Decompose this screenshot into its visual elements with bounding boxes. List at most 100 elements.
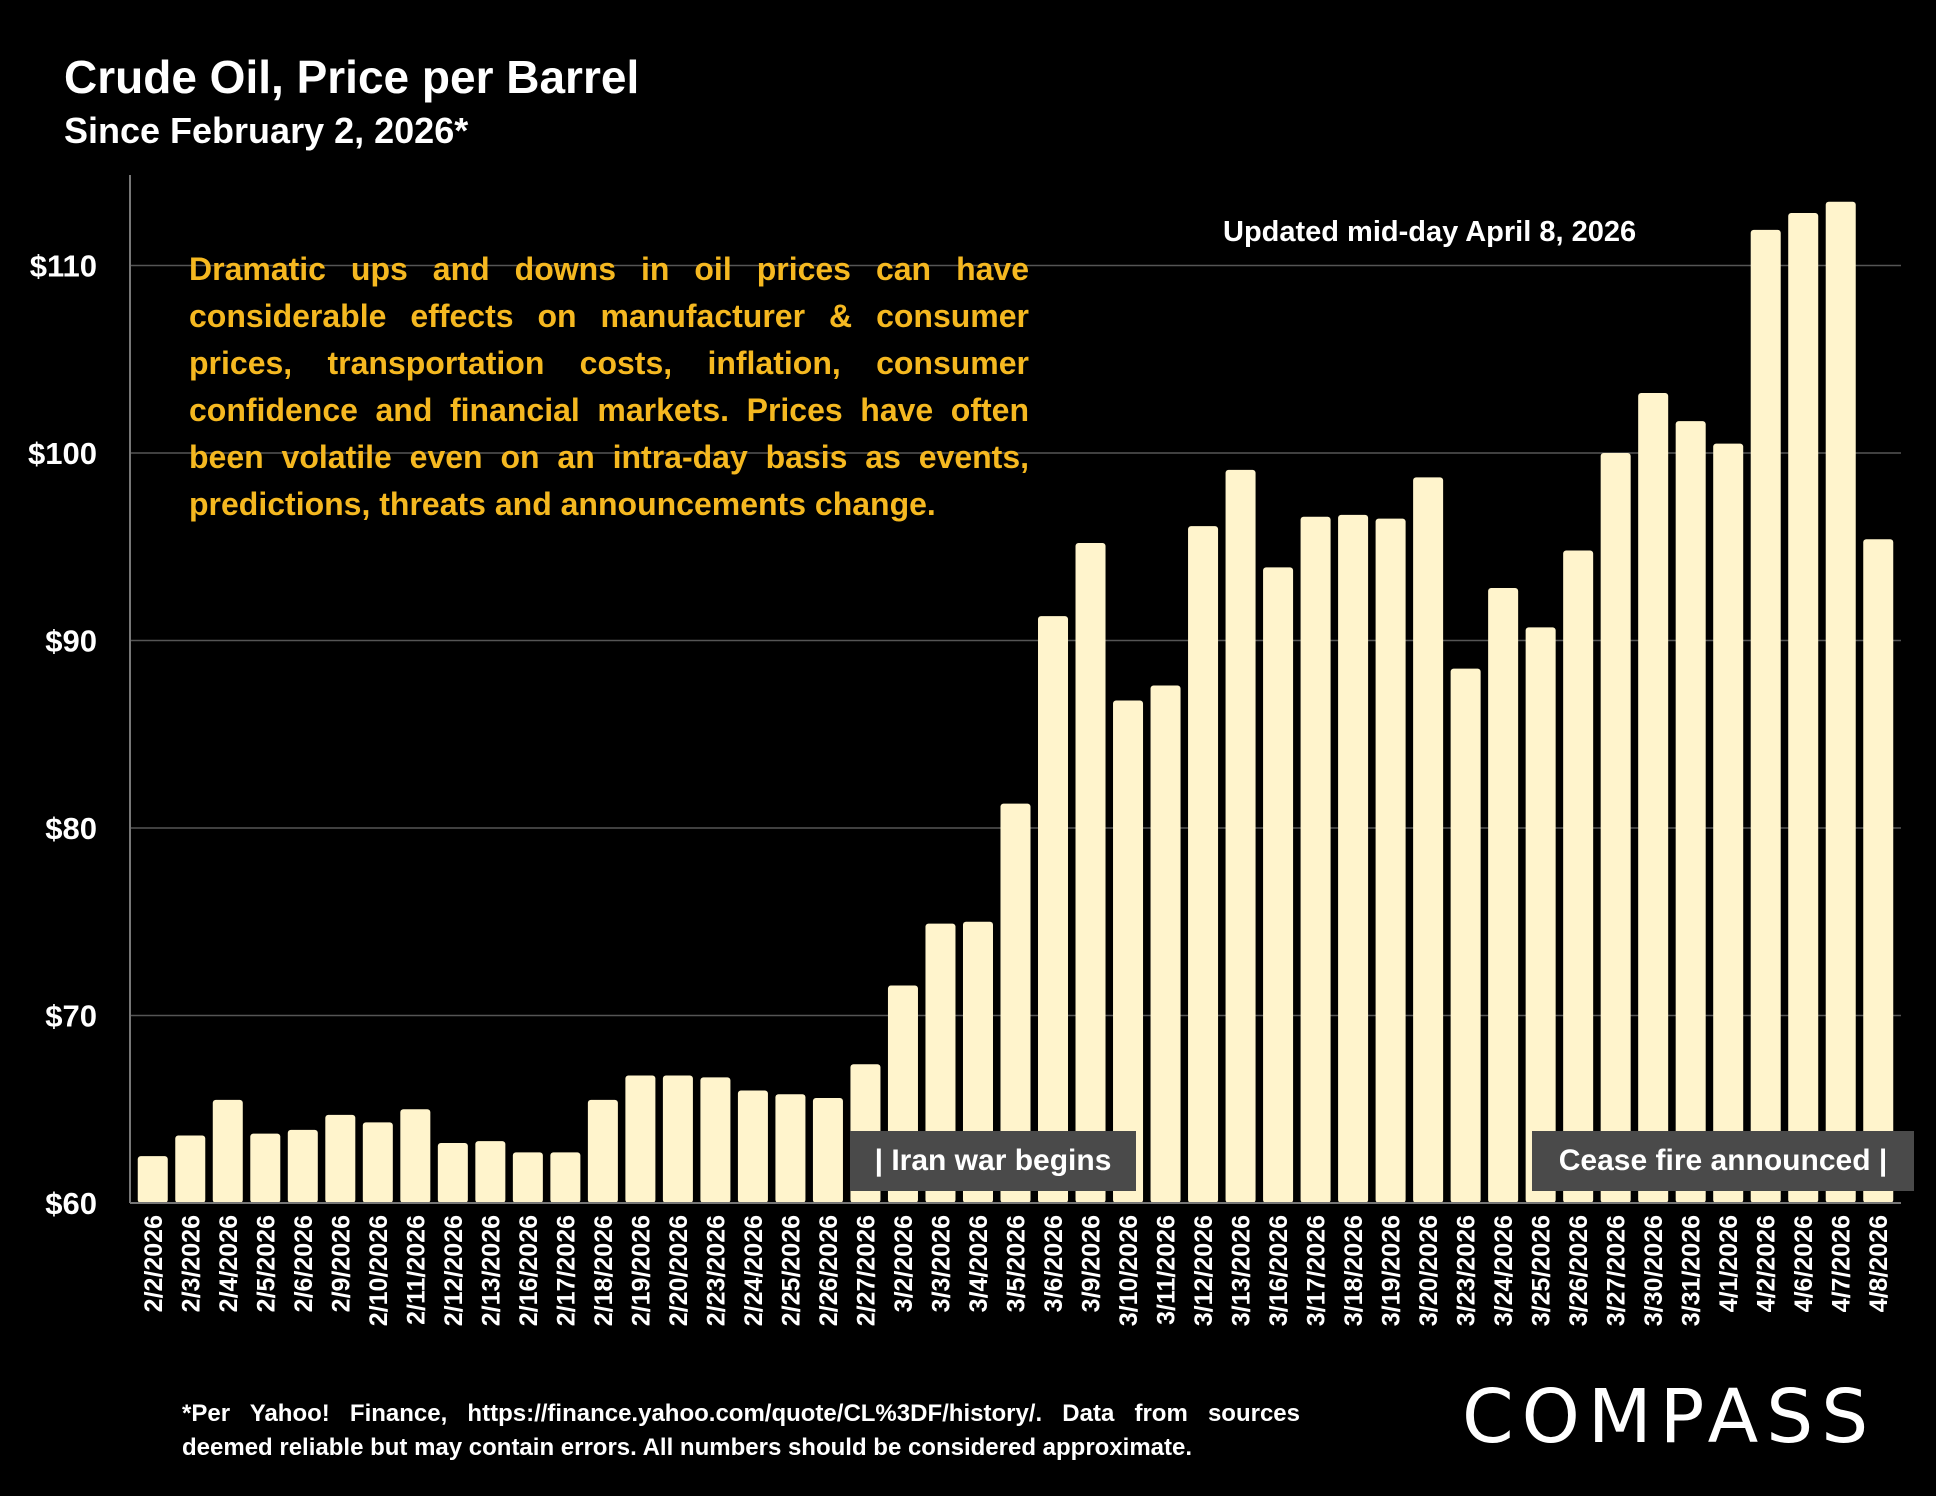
y-tick-label: $100 xyxy=(28,436,97,471)
bar-2-20-2026 xyxy=(662,1075,693,1203)
x-tick-label: 3/6/2026 xyxy=(1040,1215,1068,1312)
x-tick-label: 3/16/2026 xyxy=(1265,1215,1293,1326)
bar-3-23-2026 xyxy=(1450,668,1481,1203)
updated-note: Updated mid-day April 8, 2026 xyxy=(1223,216,1637,248)
x-tick-label: 2/13/2026 xyxy=(477,1215,505,1326)
bar-2-12-2026 xyxy=(437,1143,468,1203)
bar-2-11-2026 xyxy=(400,1109,431,1203)
bar-3-24-2026 xyxy=(1488,588,1519,1203)
chart-subtitle: Since February 2, 2026* xyxy=(64,110,469,151)
bar-3-9-2026 xyxy=(1075,543,1106,1203)
bar-2-4-2026 xyxy=(212,1099,243,1203)
x-tick-label: 3/9/2026 xyxy=(1078,1215,1106,1312)
x-tick-label: 3/26/2026 xyxy=(1565,1215,1593,1326)
y-tick-label: $70 xyxy=(45,999,97,1034)
bar-3-5-2026 xyxy=(1000,803,1031,1203)
source-footnote: *Per Yahoo! Finance, https://finance.yah… xyxy=(182,1400,1300,1461)
x-tick-label: 3/19/2026 xyxy=(1378,1215,1406,1326)
x-tick-label: 3/3/2026 xyxy=(927,1215,955,1312)
x-tick-label: 2/10/2026 xyxy=(365,1215,393,1326)
bar-2-10-2026 xyxy=(362,1122,393,1203)
chart-title: Crude Oil, Price per Barrel xyxy=(64,51,640,103)
x-tick-label: 2/4/2026 xyxy=(215,1215,243,1312)
x-tick-label: 2/6/2026 xyxy=(290,1215,318,1312)
x-tick-label: 3/18/2026 xyxy=(1340,1215,1368,1326)
y-tick-label: $80 xyxy=(45,811,97,846)
x-tick-label: 2/23/2026 xyxy=(702,1215,730,1326)
x-tick-label: 3/23/2026 xyxy=(1453,1215,1481,1326)
bar-3-27-2026 xyxy=(1600,453,1631,1203)
bar-3-20-2026 xyxy=(1413,477,1444,1203)
commentary-text: Dramatic ups and downs in oil prices can… xyxy=(189,251,1029,522)
bar-2-25-2026 xyxy=(775,1094,806,1203)
bar-4-8-2026 xyxy=(1863,539,1894,1203)
bar-4-6-2026 xyxy=(1788,213,1819,1203)
compass-logo: COMPASS xyxy=(1462,1374,1877,1460)
x-tick-label: 2/26/2026 xyxy=(815,1215,843,1326)
bar-3-16-2026 xyxy=(1263,567,1294,1203)
x-tick-label: 3/17/2026 xyxy=(1303,1215,1331,1326)
x-tick-label: 4/7/2026 xyxy=(1828,1215,1856,1312)
x-tick-label: 2/5/2026 xyxy=(252,1215,280,1312)
x-tick-label: 2/27/2026 xyxy=(852,1215,880,1326)
event-label-iran-war: | Iran war begins xyxy=(850,1131,1136,1191)
x-tick-label: 3/12/2026 xyxy=(1190,1215,1218,1326)
x-tick-labels: 2/2/2026 2/3/2026 2/4/2026 2/5/2026 2/6/2026… xyxy=(140,1215,1893,1326)
bar-3-10-2026 xyxy=(1113,700,1144,1203)
x-tick-label: 2/16/2026 xyxy=(515,1215,543,1326)
x-tick-label: 3/20/2026 xyxy=(1415,1215,1443,1326)
x-tick-label: 3/4/2026 xyxy=(965,1215,993,1312)
x-tick-label: 3/27/2026 xyxy=(1603,1215,1631,1326)
bar-2-6-2026 xyxy=(287,1129,318,1203)
x-tick-label: 2/25/2026 xyxy=(777,1215,805,1326)
x-tick-label: 4/8/2026 xyxy=(1865,1215,1893,1312)
bar-3-19-2026 xyxy=(1375,518,1406,1203)
bar-3-30-2026 xyxy=(1638,393,1669,1203)
x-tick-label: 3/31/2026 xyxy=(1678,1215,1706,1326)
y-tick-label: $90 xyxy=(45,624,97,659)
bar-4-2-2026 xyxy=(1750,229,1781,1203)
bar-2-24-2026 xyxy=(737,1090,768,1203)
bar-4-7-2026 xyxy=(1825,201,1856,1203)
x-tick-label: 3/2/2026 xyxy=(890,1215,918,1312)
bar-3-11-2026 xyxy=(1150,685,1181,1203)
bar-2-5-2026 xyxy=(250,1133,281,1203)
x-tick-label: 3/5/2026 xyxy=(1003,1215,1031,1312)
bar-3-25-2026 xyxy=(1525,627,1556,1203)
bar-2-23-2026 xyxy=(700,1077,731,1203)
x-tick-label: 3/30/2026 xyxy=(1640,1215,1668,1326)
x-tick-label: 2/24/2026 xyxy=(740,1215,768,1326)
bar-2-3-2026 xyxy=(175,1135,206,1203)
bar-3-6-2026 xyxy=(1038,616,1069,1203)
bar-3-17-2026 xyxy=(1300,516,1331,1203)
bar-3-31-2026 xyxy=(1675,421,1706,1203)
bar-3-26-2026 xyxy=(1563,550,1594,1203)
x-tick-label: 2/2/2026 xyxy=(140,1215,168,1312)
y-tick-labels: $60 $70 $80 $90 $100 $110 xyxy=(28,249,97,1222)
x-tick-label: 3/24/2026 xyxy=(1490,1215,1518,1326)
x-tick-label: 3/10/2026 xyxy=(1115,1215,1143,1326)
bar-2-26-2026 xyxy=(812,1098,843,1203)
bar-4-1-2026 xyxy=(1713,443,1744,1203)
x-tick-label: 2/19/2026 xyxy=(627,1215,655,1326)
x-tick-label: 2/11/2026 xyxy=(402,1215,430,1325)
x-tick-label: 3/11/2026 xyxy=(1153,1215,1181,1325)
bar-3-18-2026 xyxy=(1338,514,1369,1203)
bar-3-12-2026 xyxy=(1188,526,1219,1203)
bar-2-2-2026 xyxy=(137,1156,168,1203)
bar-2-17-2026 xyxy=(550,1152,581,1203)
x-tick-label: 2/17/2026 xyxy=(552,1215,580,1326)
x-tick-label: 2/3/2026 xyxy=(177,1215,205,1312)
x-tick-label: 2/20/2026 xyxy=(665,1215,693,1326)
x-tick-label: 4/1/2026 xyxy=(1715,1215,1743,1312)
bar-3-13-2026 xyxy=(1225,469,1256,1203)
x-tick-label: 4/6/2026 xyxy=(1790,1215,1818,1312)
x-tick-label: 3/13/2026 xyxy=(1228,1215,1256,1326)
y-tick-label: $110 xyxy=(30,249,97,284)
bar-2-9-2026 xyxy=(325,1114,356,1203)
x-tick-label: 2/9/2026 xyxy=(327,1215,355,1312)
bar-2-19-2026 xyxy=(625,1075,656,1203)
bar-2-18-2026 xyxy=(587,1099,618,1203)
bar-2-16-2026 xyxy=(512,1152,543,1203)
event-label-cease-fire: Cease fire announced | xyxy=(1532,1131,1914,1191)
